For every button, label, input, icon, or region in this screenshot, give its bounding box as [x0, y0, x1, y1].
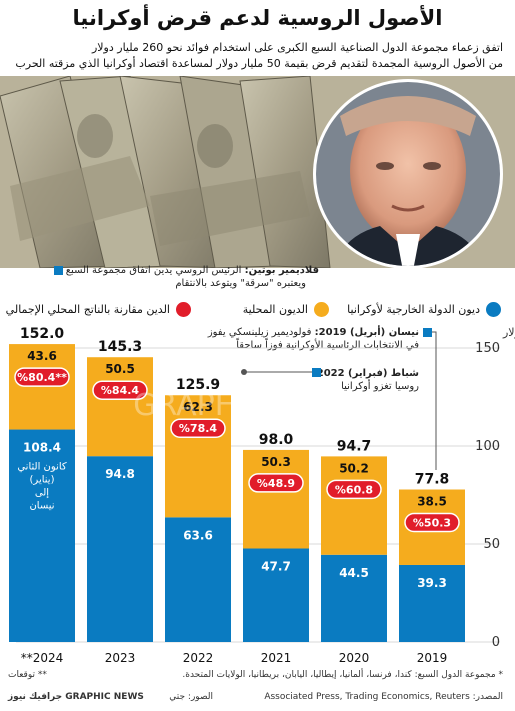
external-value-label: 47.7 [261, 560, 291, 574]
bar-domestic [165, 395, 231, 518]
external-value-label: 108.4 [23, 441, 61, 455]
legend-gdp-ratio: الدين مقارنة بالناتج المحلي الإجمالي [6, 302, 191, 317]
zelensky-annotation: نيسان (أبريل) 2019: فولوديمير زيلينسكي ي… [199, 326, 419, 352]
total-label: 77.8 [415, 472, 450, 488]
gdp-ratio-badge [326, 479, 382, 500]
total-label: 94.7 [337, 438, 372, 454]
bar-external [87, 456, 153, 642]
month-range-label: إلى [35, 488, 49, 499]
bar-external [321, 554, 387, 642]
bar-domestic [243, 449, 309, 549]
y-tick-label: 50 [483, 537, 500, 552]
bar-domestic [87, 357, 153, 457]
subtitle-line-2: من الأصول الروسية المجمدة لتقديم قرض بقي… [15, 57, 503, 70]
external-dot-icon [486, 302, 501, 317]
legend-external-label: ديون الدولة الخارجية لأوكرانيا [347, 303, 480, 316]
zelensky-marker [423, 328, 432, 337]
gdp-ratio-label: %48.9 [257, 477, 295, 490]
gdp-ratio-badge [404, 512, 460, 533]
domestic-value-label: 50.2 [339, 461, 369, 475]
domestic-value-label: 43.6 [27, 349, 57, 363]
y-tick-label: 0 [492, 635, 500, 650]
ratio-dot-icon [176, 302, 191, 317]
putin-text-2: ويعتبره "سرقة" ويتوعد بالانتقام [175, 278, 306, 289]
invasion-connector-dot [241, 369, 247, 375]
zelensky-text-2: في الانتخابات الرئاسية الأوكرانية فوزاً … [236, 340, 419, 351]
domestic-dot-icon [314, 302, 329, 317]
bar-external [243, 548, 309, 642]
gdp-ratio-label: %60.8 [335, 483, 373, 496]
subtitle-line-1: اتفق زعماء مجموعة الدول الصناعية السبع ا… [91, 41, 503, 54]
footnote-forecast: ** توقعات [8, 670, 47, 680]
total-label: 152.0 [20, 326, 65, 342]
zelensky-text-1: فولوديمير زيلينسكي يفوز [207, 327, 312, 338]
footnote-g7: * مجموعة الدول السبع: كندا، فرنسا، ألمان… [182, 670, 503, 680]
zelensky-connector [428, 331, 437, 470]
brand: GRAPHIC NEWS جرافيك نيوز [8, 692, 144, 702]
gdp-ratio-label: %50.3 [413, 517, 451, 530]
x-tick-label: **2024 [21, 651, 64, 665]
y-axis-label: مليار دولار [502, 326, 515, 339]
invasion-text: روسيا تغزو أوكرانيا [341, 381, 419, 392]
bar-external [165, 517, 231, 642]
domestic-value-label: 50.3 [261, 455, 291, 469]
month-range-label: (يناير) [30, 475, 55, 486]
domestic-value-label: 62.3 [183, 400, 213, 414]
legend-domestic: الديون المحلية [243, 302, 329, 317]
x-tick-label: 2019 [417, 651, 448, 665]
gdp-ratio-badge [92, 380, 148, 400]
bar-external [9, 429, 75, 642]
gdp-ratio-label: %78.4 [179, 422, 218, 435]
legend-domestic-label: الديون المحلية [242, 303, 308, 316]
external-value-label: 63.6 [183, 528, 213, 542]
external-value-label: 44.5 [339, 566, 369, 580]
domestic-value-label: 38.5 [417, 495, 447, 509]
gdp-ratio-label: %84.4 [101, 384, 140, 397]
domestic-value-label: 50.5 [105, 362, 135, 376]
gdp-ratio-badge [170, 418, 226, 438]
banknotes-icon [0, 76, 331, 268]
total-label: 98.0 [259, 432, 294, 448]
external-value-label: 94.8 [105, 467, 135, 481]
square-marker-icon [53, 265, 63, 275]
header-photo [0, 76, 515, 268]
legend-external: ديون الدولة الخارجية لأوكرانيا [347, 302, 501, 317]
page-title: الأصول الروسية لدعم قرض أوكرانيا [72, 6, 443, 30]
gdp-ratio-badge [248, 473, 304, 493]
putin-name: فلاديمير بوتين: [244, 265, 319, 276]
bar-external [399, 564, 465, 642]
zelensky-name: نيسان (أبريل) 2019: [314, 327, 419, 338]
photo-credit: الصور: جتي [169, 692, 213, 702]
watermark: GRAPHIC NEWS [133, 388, 366, 423]
subtitle: اتفق زعماء مجموعة الدول الصناعية السبع ا… [12, 40, 503, 72]
putin-annotation: فلاديمير بوتين: الرئيس الروسي يدين اتفاق… [19, 264, 319, 290]
invasion-marker [312, 368, 321, 377]
total-label: 145.3 [98, 339, 142, 355]
legend-gdp-ratio-label: الدين مقارنة بالناتج المحلي الإجمالي [5, 303, 170, 316]
source-line: المصدر: Associated Press, Trading Econom… [264, 692, 503, 702]
x-tick-label: 2021 [261, 651, 292, 665]
putin-text-1: الرئيس الروسي يدين اتفاق مجموعة السبع [65, 265, 242, 276]
x-tick-label: 2020 [339, 651, 370, 665]
x-tick-label: 2022 [183, 651, 214, 665]
bar-domestic [321, 456, 387, 555]
external-value-label: 39.3 [417, 576, 447, 590]
gdp-ratio-label: %80.4** [17, 371, 67, 384]
total-label: 125.9 [176, 377, 220, 393]
y-tick-label: 100 [475, 439, 500, 454]
x-tick-label: 2023 [105, 651, 136, 665]
month-range-label: كانون الثاني [17, 462, 67, 473]
gdp-ratio-badge [14, 367, 70, 387]
month-range-label: نيسان [29, 501, 54, 512]
y-tick-label: 150 [475, 341, 500, 356]
